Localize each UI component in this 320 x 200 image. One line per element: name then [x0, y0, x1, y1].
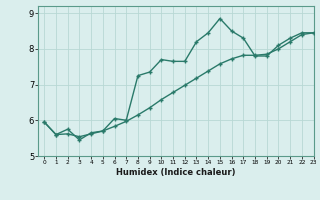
X-axis label: Humidex (Indice chaleur): Humidex (Indice chaleur): [116, 168, 236, 177]
